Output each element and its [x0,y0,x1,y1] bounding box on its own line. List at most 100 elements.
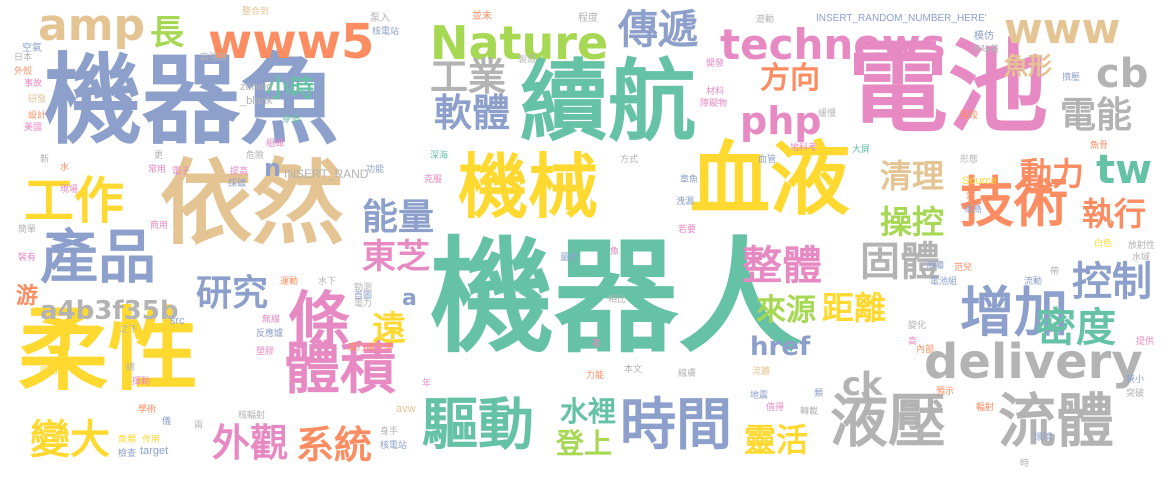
word-cloud-term: INSERT_RANDOM_NUMBER_HERE' [816,13,987,24]
word-cloud-term: 類 [814,389,824,399]
word-cloud-term: 變大 [30,417,110,463]
word-cloud-term: 障礙物 [700,99,728,109]
word-cloud-term: 整體 [742,243,822,289]
word-cloud-term: 設計 [28,111,47,121]
word-cloud-term: 驅動 [422,393,534,458]
word-cloud-term: 工業 [430,55,507,99]
word-cloud-term: 身手 [380,427,399,437]
word-cloud-term: 放射性 [1128,241,1156,251]
word-cloud-term: 模仿 [974,31,994,42]
word-cloud-term: amp [38,0,146,51]
word-cloud-term: 距離 [822,289,887,327]
word-cloud-term: 本文 [624,365,643,375]
word-cloud-term: 程度 [578,13,598,24]
word-cloud-term: 工作 [24,172,124,230]
word-cloud-term: 核電站 [380,441,408,451]
word-cloud-term: 時間 [620,393,732,458]
word-cloud-term: 電能 [1060,95,1133,136]
word-cloud-term: 血液 [690,133,850,226]
word-cloud-term: 形態 [960,155,979,165]
word-cloud-term: 狹小 [1126,375,1145,385]
word-cloud-term: 水下 [318,277,337,287]
word-cloud-term: 轉載 [800,407,819,417]
word-cloud-term: 靈活 [744,421,809,459]
word-cloud-term: 勁測 [354,283,373,293]
word-cloud-term: 總 [126,363,136,373]
word-cloud-term: 外觀 [212,421,289,465]
word-cloud-term: 增加 [960,281,1068,344]
word-cloud-term: 固體 [860,239,940,285]
word-cloud-term: 現場 [60,185,79,195]
word-cloud-term: INSERT_RAND [284,167,369,181]
word-cloud-term: 檢查 [118,449,137,459]
word-cloud-term: 來源 [756,293,816,328]
word-cloud-term: tw [1096,147,1153,193]
word-cloud-term: 空氣 [22,43,42,54]
word-cloud-term: 提供 [1136,337,1155,347]
word-cloud-term: 內部 [916,345,935,355]
word-cloud-term: 長 [150,13,184,53]
word-cloud-term: 穿過 [282,115,301,125]
word-cloud-term: 變化 [908,321,927,331]
word-cloud-term: 大屏 [852,145,871,155]
word-cloud-term: 康乃爾大學 [348,343,394,353]
word-cloud-term: 小時 [266,74,314,102]
word-cloud-term: 機器魚 [44,44,339,158]
word-cloud-term: 技術 [960,171,1068,234]
word-cloud-term: 流體 [752,367,771,377]
word-cloud-term: 提高 [230,167,249,177]
word-cloud-term: 裝有 [18,253,37,263]
word-cloud-term: 意味著 [972,45,1000,55]
word-cloud-term: 深海 [430,151,449,161]
word-cloud-term: 量產 [560,253,579,263]
word-cloud-term: 研究 [196,273,269,314]
word-cloud-term: cb [1096,51,1149,97]
word-cloud-term: 電力 [354,299,373,309]
word-cloud-term: 東芝 [362,237,430,277]
word-cloud-term: 新 [40,155,50,165]
word-cloud-term: 克服 [424,175,443,185]
word-cloud-term: 控制 [1072,259,1152,305]
word-cloud-term: 體積 [284,337,396,402]
word-cloud-term: src [170,315,185,327]
word-cloud-term: 軟體 [434,91,511,135]
word-cloud-term: 魚 [610,247,620,257]
word-cloud-term: 年 [422,379,432,389]
word-cloud-term: 無線 [262,315,281,325]
word-cloud-term: 液壓 [830,387,947,455]
word-cloud-term: 密度 [1036,305,1116,351]
word-cloud-term: 游 [16,284,39,309]
word-cloud-term: 若要 [678,225,697,235]
word-cloud-term: 魚骨 [1090,141,1109,151]
word-cloud-term: zoneid [240,81,273,93]
word-cloud-term: 動力 [1020,155,1085,193]
word-cloud-term: 核電站 [372,27,400,37]
word-cloud-term: 預示 [936,387,955,397]
word-cloud-term: 流動 [1024,277,1043,287]
word-cloud-term: 外殼 [14,67,33,77]
word-cloud-term: 材料 [706,87,725,97]
word-cloud-term: 階段 [960,111,979,121]
word-cloud-term: 續航 [520,50,697,153]
word-cloud-term: www [1004,4,1121,53]
word-cloud-term: 之下 [120,325,139,335]
word-cloud-term: 兩 [194,421,204,431]
word-cloud-term: 方向 [760,61,820,96]
word-cloud-term: 突破 [1126,389,1145,399]
word-cloud-term: 泵入 [370,13,390,24]
word-cloud-term: 水裡 [560,395,617,428]
word-cloud-term: technews [720,20,946,69]
word-cloud-term: 危險 [246,151,265,161]
word-cloud-term: 地震 [750,391,769,401]
word-cloud-term: 研發 [28,95,47,105]
word-cloud-term: 機械 [458,146,598,228]
word-cloud-term: 功能 [366,165,385,175]
word-cloud-term: Source [962,175,997,187]
word-cloud-term: href [750,332,811,362]
word-cloud-term: 遠 [372,309,406,349]
word-cloud-term: 海嘯 [926,261,945,271]
word-cloud-term: 核輻射 [238,411,266,421]
word-cloud-term: 地科考 [790,143,818,153]
word-cloud-term: delivery [924,334,1143,390]
